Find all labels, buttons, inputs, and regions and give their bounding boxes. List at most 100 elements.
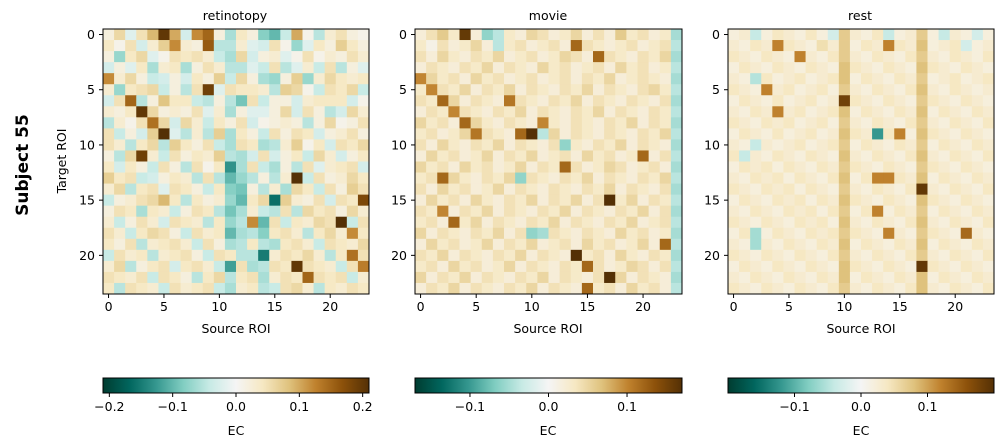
plot-frame: [102, 28, 370, 295]
heatmap-cell: [982, 62, 995, 74]
heatmap-cell: [971, 62, 984, 74]
heatmap-cell: [224, 238, 237, 251]
heatmap-cell: [783, 117, 795, 129]
heatmap-cell: [570, 260, 583, 273]
heatmap-cell: [258, 227, 270, 240]
heatmap-cell: [180, 216, 193, 229]
heatmap-cell: [559, 227, 572, 240]
heatmap-cell: [559, 194, 572, 207]
heatmap-cell: [883, 139, 895, 151]
heatmap-cell: [236, 51, 248, 63]
heatmap-cell: [470, 183, 483, 196]
heatmap-cell: [180, 62, 193, 74]
heatmap-cell: [280, 62, 292, 74]
heatmap-cell: [548, 271, 561, 284]
heatmap-cell: [258, 260, 270, 273]
heatmap-cell: [581, 194, 594, 207]
heatmap-cell: [357, 40, 370, 52]
heatmap-cell: [982, 73, 995, 85]
heatmap-cell: [648, 95, 661, 107]
heatmap-cell: [794, 172, 806, 184]
heatmap-cell: [615, 172, 627, 184]
heatmap-cell: [827, 282, 840, 295]
heatmap-cell: [827, 128, 840, 140]
heatmap-cell: [548, 216, 561, 229]
heatmap-cell: [739, 117, 751, 129]
heatmap-cell: [258, 172, 270, 184]
heatmap-cell: [191, 84, 204, 96]
heatmap-cell: [247, 249, 259, 262]
heatmap-cell: [670, 194, 683, 207]
heatmap-cell: [426, 216, 438, 229]
heatmap-cell: [147, 128, 159, 140]
heatmap-cell: [805, 139, 818, 151]
heatmap-cell: [894, 139, 906, 151]
heatmap-cell: [504, 117, 516, 129]
heatmap-cell: [526, 84, 538, 96]
heatmap-cell: [426, 40, 438, 52]
heatmap-cell: [570, 183, 583, 196]
heatmap-cell: [971, 205, 984, 218]
heatmap-cell: [492, 205, 505, 218]
heatmap-cell: [291, 62, 303, 74]
heatmap-cell: [739, 51, 751, 63]
heatmap-cell: [125, 161, 137, 173]
heatmap-cell: [761, 128, 773, 140]
heatmap-cell: [213, 183, 226, 196]
heatmap-cell: [136, 139, 148, 151]
heatmap-cell: [670, 271, 683, 284]
heatmap-cell: [615, 216, 627, 229]
heatmap-cell: [346, 62, 359, 74]
heatmap-cell: [224, 205, 237, 218]
heatmap-cell: [971, 106, 984, 118]
heatmap-cell: [236, 183, 248, 196]
heatmap-cell: [180, 194, 193, 207]
heatmap-cell: [415, 139, 427, 151]
heatmap-cell: [258, 62, 270, 74]
heatmap-cell: [872, 161, 884, 173]
heatmap-cell: [437, 161, 449, 173]
heatmap-cell: [158, 227, 170, 240]
heatmap-cell: [346, 282, 359, 295]
heatmap-cell: [548, 62, 561, 74]
heatmap-cell: [615, 128, 627, 140]
heatmap-cell: [838, 194, 851, 207]
heatmap-cell: [637, 271, 650, 284]
heatmap-cell: [783, 106, 795, 118]
heatmap-cell: [459, 84, 472, 96]
heatmap-cell: [448, 194, 460, 207]
heatmap-cell: [750, 40, 762, 52]
heatmap-cell: [783, 194, 795, 207]
heatmap-cell: [481, 216, 494, 229]
heatmap-cell: [324, 238, 337, 251]
heatmap-cell: [470, 84, 483, 96]
heatmap-cell: [103, 271, 115, 284]
heatmap-cell: [448, 260, 460, 273]
heatmap-cell: [147, 84, 159, 96]
heatmap-cell: [357, 62, 370, 74]
heatmap-cell: [236, 194, 248, 207]
heatmap-cell: [202, 139, 215, 151]
heatmap-cell: [324, 128, 337, 140]
heatmap-cell: [750, 73, 762, 85]
heatmap-cell: [125, 249, 137, 262]
heatmap-cell: [894, 84, 906, 96]
heatmap-cell: [905, 161, 917, 173]
x-tick-label: 20: [322, 299, 338, 314]
heatmap-cell: [905, 51, 917, 63]
heatmap-cell: [548, 51, 561, 63]
heatmap-cell: [905, 238, 917, 251]
heatmap-cell: [783, 29, 795, 41]
heatmap-cell: [224, 139, 237, 151]
heatmap-cell: [504, 227, 516, 240]
heatmap-cell: [971, 282, 984, 295]
heatmap-cell: [982, 194, 995, 207]
heatmap-cell: [136, 172, 148, 184]
heatmap-cell: [905, 117, 917, 129]
heatmap-cell: [894, 183, 906, 196]
heatmap-cell: [147, 95, 159, 107]
heatmap-cell: [504, 139, 516, 151]
heatmap-cell: [335, 282, 348, 295]
heatmap-cell: [827, 238, 840, 251]
heatmap-cell: [346, 161, 359, 173]
